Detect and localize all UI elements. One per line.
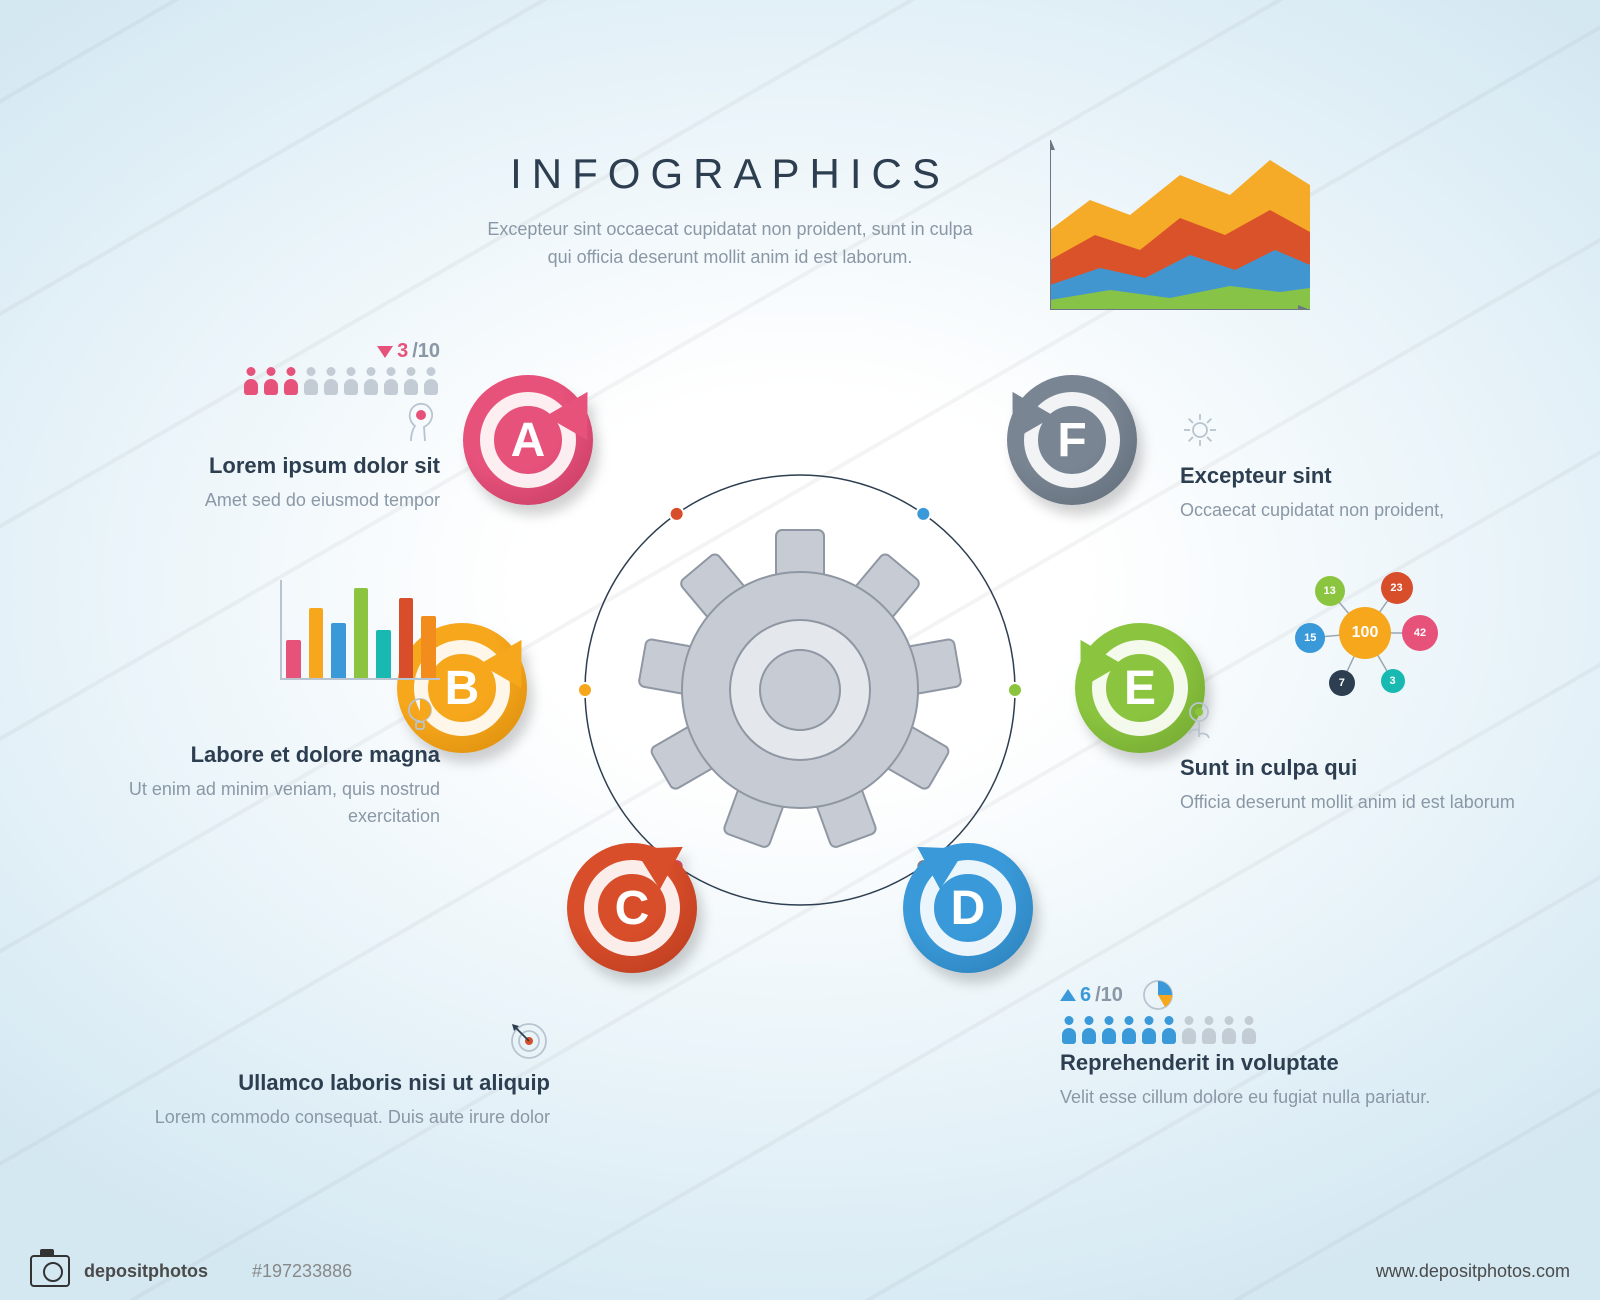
bar (354, 588, 369, 678)
person-icon (382, 367, 400, 395)
bar-chart-b (280, 580, 440, 680)
block-c-title: Ullamco laboris nisi ut aliquip (120, 1070, 550, 1096)
target-icon (120, 1020, 550, 1062)
radial-dot: 15 (1295, 623, 1325, 653)
block-a: 3 /10 Lorem ipsum dolor sit Amet sed do … (80, 340, 440, 514)
ratio-d-den: /10 (1095, 984, 1123, 1007)
node-a: A (463, 375, 593, 505)
node-c: C (567, 843, 697, 973)
ratio-a-num: 3 (397, 340, 408, 363)
person-icon (1200, 1016, 1218, 1044)
node-e-letter: E (1124, 661, 1156, 716)
bar (309, 608, 324, 678)
block-f-body: Occaecat cupidatat non proident, (1180, 497, 1520, 524)
ratio-a: 3 /10 (80, 340, 440, 363)
infographic-stage: INFOGRAPHICS Excepteur sint occaecat cup… (0, 0, 1600, 1300)
radial-dot: 42 (1402, 615, 1438, 651)
gear-icon (638, 530, 961, 849)
camera-icon (30, 1255, 70, 1287)
person-icon (1140, 1016, 1158, 1044)
person-icon (242, 367, 260, 395)
bulb-icon (80, 694, 440, 734)
node-b-letter: B (445, 661, 480, 716)
bar (376, 630, 391, 678)
node-d: D (903, 843, 1033, 973)
person-icon (1100, 1016, 1118, 1044)
person-icon (1160, 1016, 1178, 1044)
person-icon (302, 367, 320, 395)
person-icon (362, 367, 380, 395)
block-f-title: Excepteur sint (1180, 463, 1520, 489)
header: INFOGRAPHICS Excepteur sint occaecat cup… (480, 150, 980, 272)
node-c-letter: C (615, 881, 650, 936)
node-f-letter: F (1057, 413, 1086, 468)
ratio-a-den: /10 (412, 340, 440, 363)
person-icon (1220, 1016, 1238, 1044)
block-d-title: Reprehenderit in voluptate (1060, 1050, 1490, 1076)
block-a-title: Lorem ipsum dolor sit (80, 453, 440, 479)
radial-dot: 13 (1315, 576, 1345, 606)
arrow-down-icon (377, 346, 393, 358)
block-f: Excepteur sint Occaecat cupidatat non pr… (1180, 410, 1520, 524)
head-gear-icon (80, 401, 440, 445)
watermark-id: #197233886 (252, 1261, 352, 1282)
person-icon (342, 367, 360, 395)
watermark-brand: depositphotos (84, 1261, 208, 1282)
block-d-body: Velit esse cillum dolore eu fugiat nulla… (1060, 1084, 1490, 1111)
block-c: Ullamco laboris nisi ut aliquip Lorem co… (120, 1020, 550, 1131)
bar (421, 616, 436, 678)
radial-dot: 23 (1381, 572, 1413, 604)
node-f: F (1007, 375, 1137, 505)
people-row-a (80, 367, 440, 395)
page-title: INFOGRAPHICS (480, 150, 980, 198)
ratio-d-num: 6 (1080, 984, 1091, 1007)
node-d-letter: D (951, 881, 986, 936)
area-chart (1050, 140, 1310, 310)
person-icon (262, 367, 280, 395)
bar (399, 598, 414, 678)
person-icon (422, 367, 440, 395)
block-b-title: Labore et dolore magna (80, 742, 440, 768)
block-c-body: Lorem commodo consequat. Duis aute irure… (120, 1104, 550, 1131)
block-b-body: Ut enim ad minim veniam, quis nostrud ex… (80, 776, 440, 830)
person-icon (402, 367, 420, 395)
person-icon (1080, 1016, 1098, 1044)
block-b: Labore et dolore magna Ut enim ad minim … (80, 580, 440, 830)
radial-dot: 7 (1329, 670, 1355, 696)
block-d: 6 /10 Reprehenderit in voluptate Velit e… (1060, 978, 1490, 1111)
block-a-body: Amet sed do eiusmod tempor (80, 487, 440, 514)
watermark-bar: depositphotos #197233886 www.depositphot… (0, 1242, 1600, 1300)
person-icon (322, 367, 340, 395)
ratio-d: 6 /10 (1060, 978, 1490, 1012)
radial-dot: 3 (1381, 669, 1405, 693)
person-icon (282, 367, 300, 395)
radial-dot: 100 (1339, 607, 1391, 659)
arrow-up-icon (1060, 989, 1076, 1001)
watermark-url: www.depositphotos.com (1376, 1261, 1570, 1282)
gear-outline-icon (1180, 410, 1520, 455)
page-subtitle: Excepteur sint occaecat cupidatat non pr… (480, 216, 980, 272)
node-a-letter: A (511, 413, 546, 468)
person-icon (1180, 1016, 1198, 1044)
bar (286, 640, 301, 678)
bar (331, 623, 346, 678)
people-row-d (1060, 1016, 1490, 1044)
radial-chart: 10013 23 42 3 715 (1280, 548, 1450, 718)
pie-icon (1141, 978, 1175, 1012)
person-icon (1240, 1016, 1258, 1044)
person-icon (1120, 1016, 1138, 1044)
block-e-title: Sunt in culpa qui (1180, 755, 1540, 781)
block-e-body: Officia deserunt mollit anim id est labo… (1180, 789, 1540, 816)
person-icon (1060, 1016, 1078, 1044)
